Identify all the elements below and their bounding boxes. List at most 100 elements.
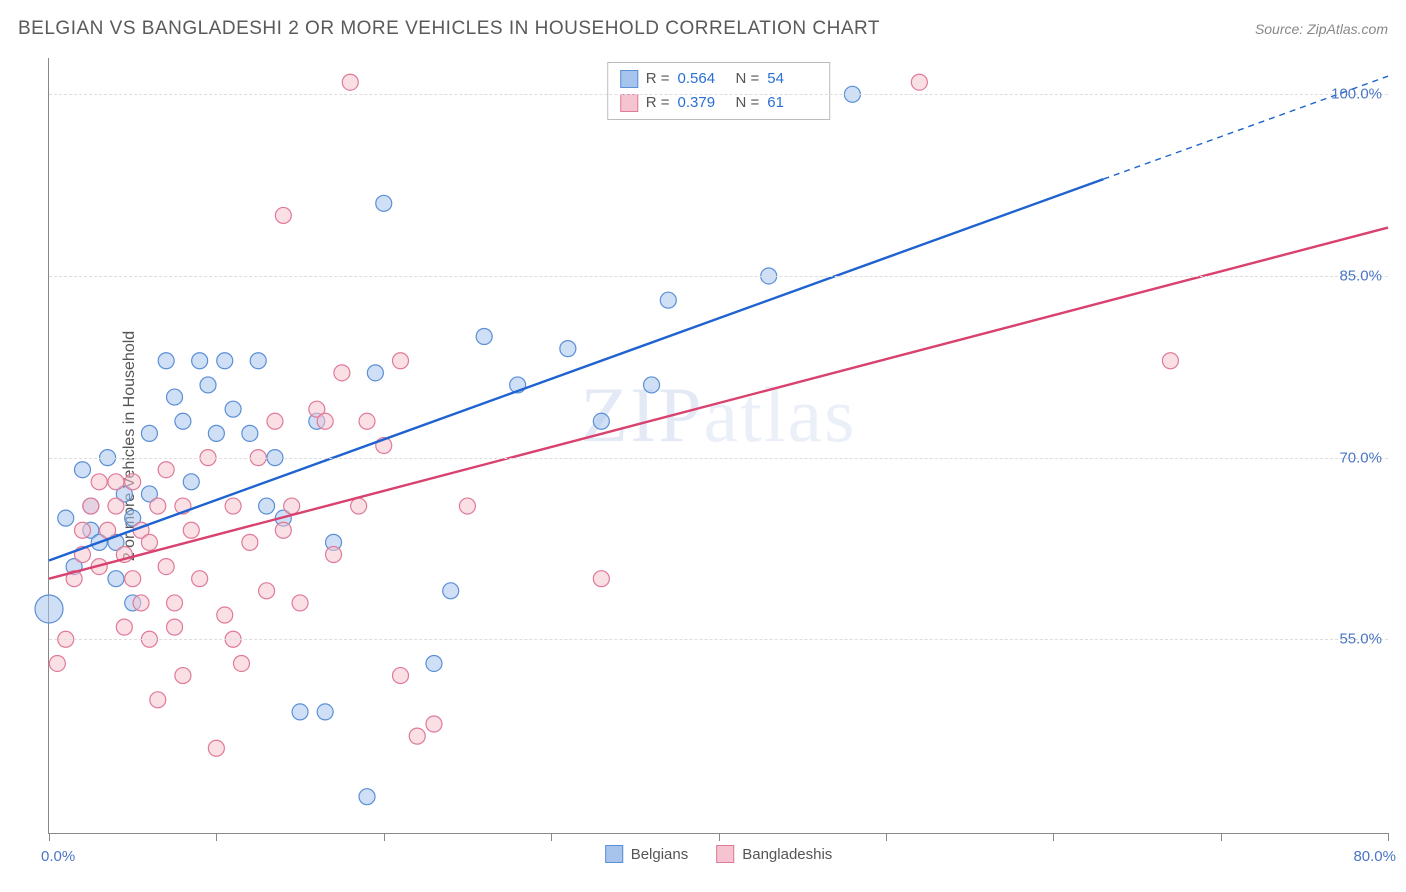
data-point [158,559,174,575]
data-point [292,595,308,611]
data-point [83,498,99,514]
data-point [108,498,124,514]
data-point [426,716,442,732]
data-point [208,425,224,441]
r-value: 0.564 [678,67,728,91]
data-point [150,498,166,514]
y-tick-label: 85.0% [1339,267,1382,284]
data-point [911,74,927,90]
data-point [644,377,660,393]
data-point [259,498,275,514]
legend-swatch [605,845,623,863]
data-point [242,534,258,550]
data-point [409,728,425,744]
data-point [125,571,141,587]
gridline [49,458,1388,459]
gridline [49,276,1388,277]
x-tick [216,833,217,841]
r-label: R = [646,67,670,91]
legend-item: Belgians [605,845,689,863]
x-tick [551,833,552,841]
data-point [376,195,392,211]
legend-series-name: Belgians [631,846,689,863]
data-point [292,704,308,720]
data-point [200,377,216,393]
data-point [242,425,258,441]
y-tick-label: 100.0% [1331,86,1382,103]
data-point [326,546,342,562]
data-point [1162,353,1178,369]
legend-item: Bangladeshis [716,845,832,863]
data-point [208,740,224,756]
data-point [443,583,459,599]
data-point [150,692,166,708]
data-point [108,571,124,587]
series-legend: Belgians Bangladeshis [605,845,833,863]
data-point [141,534,157,550]
data-point [74,462,90,478]
legend-series-name: Bangladeshis [742,846,832,863]
data-point [275,207,291,223]
data-point [35,595,63,623]
data-point [359,413,375,429]
x-tick [1221,833,1222,841]
x-axis-min-label: 0.0% [41,848,75,865]
chart-header: BELGIAN VS BANGLADESHI 2 OR MORE VEHICLE… [18,18,1388,40]
plot-svg [49,58,1388,833]
data-point [192,353,208,369]
y-tick-label: 55.0% [1339,631,1382,648]
data-point [392,668,408,684]
data-point [116,619,132,635]
data-point [167,595,183,611]
data-point [175,413,191,429]
data-point [334,365,350,381]
data-point [133,595,149,611]
legend-swatch [620,94,638,112]
data-point [192,571,208,587]
data-point [284,498,300,514]
data-point [183,522,199,538]
data-point [593,571,609,587]
data-point [183,474,199,490]
data-point [175,668,191,684]
data-point [141,425,157,441]
data-point [225,401,241,417]
data-point [108,474,124,490]
data-point [359,789,375,805]
chart-source: Source: ZipAtlas.com [1255,21,1388,37]
scatter-plot-area: 2 or more Vehicles in Household ZIPatlas… [48,58,1388,834]
x-tick [384,833,385,841]
data-point [476,329,492,345]
chart-title: BELGIAN VS BANGLADESHI 2 OR MORE VEHICLE… [18,18,880,40]
n-value: 54 [767,67,817,91]
x-tick [49,833,50,841]
gridline [49,94,1388,95]
data-point [342,74,358,90]
data-point [49,655,65,671]
data-point [91,474,107,490]
data-point [158,462,174,478]
data-point [167,389,183,405]
data-point [560,341,576,357]
data-point [367,365,383,381]
data-point [426,655,442,671]
data-point [58,510,74,526]
data-point [167,619,183,635]
data-point [100,522,116,538]
data-point [158,353,174,369]
data-point [660,292,676,308]
correlation-legend: R =0.564N =54R =0.379N =61 [607,62,831,120]
x-tick [1388,833,1389,841]
data-point [125,474,141,490]
data-point [459,498,475,514]
data-point [275,522,291,538]
n-label: N = [736,67,760,91]
data-point [217,607,233,623]
data-point [74,522,90,538]
data-point [259,583,275,599]
data-point [351,498,367,514]
data-point [593,413,609,429]
data-point [250,353,266,369]
data-point [225,498,241,514]
trend-line [49,179,1103,560]
